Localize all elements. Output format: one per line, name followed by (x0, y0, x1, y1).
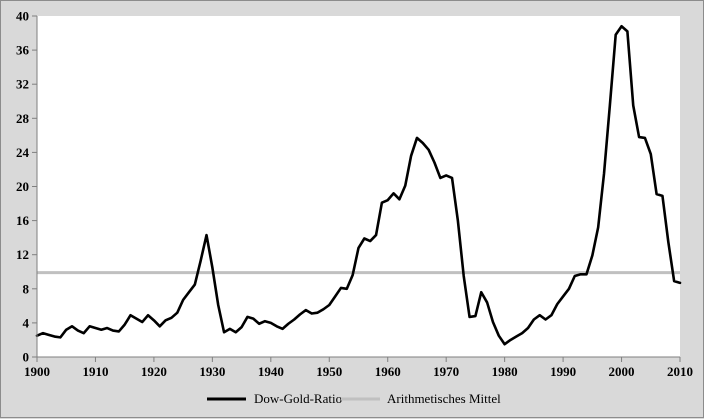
series-line-dow-gold-ratio (35, 24, 682, 346)
plot-area (37, 16, 680, 357)
series-layer (35, 24, 682, 346)
x-tick-label: 1930 (199, 364, 225, 379)
legend-label-arithmetisches-mittel: Arithmetisches Mittel (387, 391, 501, 406)
y-tick-label: 36 (16, 43, 30, 58)
y-tick-label: 24 (16, 145, 30, 160)
y-tick-label: 32 (16, 77, 29, 92)
x-tick-layer: 1900 1910 1920 1930 1940 1950 1960 1970 1980 1990… (24, 357, 693, 379)
y-tick-label: 0 (23, 350, 30, 365)
x-tick-label: 2000 (609, 364, 635, 379)
x-tick-label: 1960 (375, 364, 401, 379)
x-tick-label: 1990 (550, 364, 576, 379)
x-tick-label: 1980 (492, 364, 518, 379)
y-tick-layer: 0 4 8 12 16 20 24 28 32 36 40 (16, 9, 37, 365)
x-tick-label: 1910 (82, 364, 108, 379)
x-tick-label: 1940 (258, 364, 284, 379)
y-tick-label: 40 (16, 9, 29, 24)
y-tick-label: 28 (16, 111, 30, 126)
y-tick-label: 20 (16, 179, 29, 194)
y-tick-label: 16 (16, 213, 30, 228)
y-tick-label: 8 (23, 281, 30, 296)
y-tick-label: 4 (23, 315, 30, 330)
x-tick-label: 1970 (433, 364, 459, 379)
x-tick-label: 1950 (316, 364, 342, 379)
x-tick-label: 1920 (141, 364, 167, 379)
x-tick-label: 1900 (24, 364, 50, 379)
y-tick-label: 12 (16, 247, 29, 262)
legend: Dow-Gold-Ratio Arithmetisches Mittel (207, 391, 501, 406)
x-tick-label: 2010 (667, 364, 693, 379)
legend-label-dow-gold-ratio: Dow-Gold-Ratio (254, 391, 342, 406)
